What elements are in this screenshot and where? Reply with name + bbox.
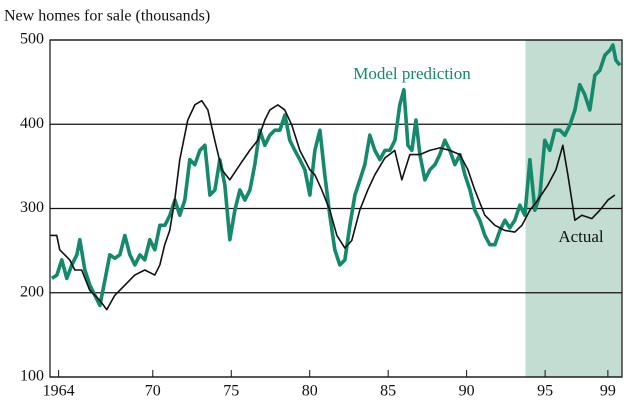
y-tick-label: 300 [20,199,44,216]
x-tick-label: 1964 [43,383,75,400]
series-label: Actual [558,227,604,246]
y-axis-label: New homes for sale (thousands) [4,8,210,25]
y-tick-label: 500 [20,31,44,48]
x-tick-label: 99 [600,383,616,400]
x-tick-label: 95 [537,383,553,400]
x-tick-label: 85 [380,383,396,400]
y-tick-label: 100 [20,368,44,385]
x-tick-label: 80 [302,383,318,400]
plot-frame [49,39,623,378]
series-line [50,43,622,308]
series-line [49,99,616,311]
y-tick-label: 200 [20,283,44,300]
y-tick-label: 400 [20,115,44,132]
x-tick-label: 90 [459,383,475,400]
x-tick-label: 75 [223,383,239,400]
x-tick-label: 70 [145,383,161,400]
series-label: Model prediction [353,64,471,83]
